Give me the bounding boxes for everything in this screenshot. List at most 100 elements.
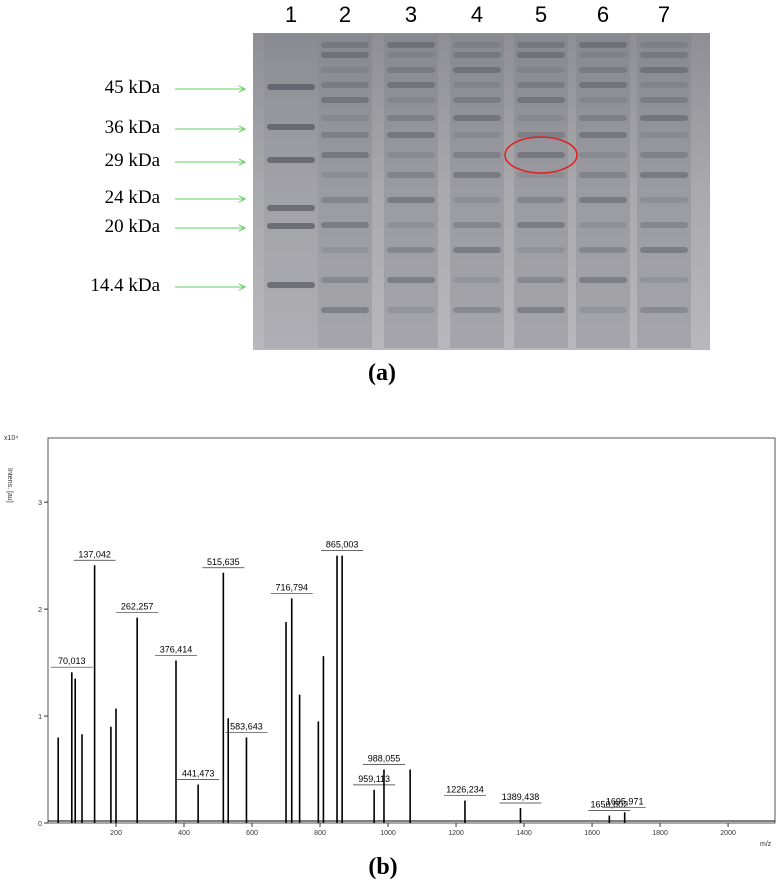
peak-label: 262,257 <box>121 602 154 612</box>
marker-arrowhead <box>238 283 247 291</box>
gel-band <box>579 115 627 121</box>
x-tick-label: 400 <box>178 830 190 837</box>
gel-band <box>640 277 688 283</box>
gel-band <box>321 277 369 283</box>
gel-band <box>579 67 627 73</box>
gel-band <box>640 132 688 138</box>
gel-band <box>517 97 565 103</box>
gel-band <box>453 197 501 203</box>
lane-label: 2 <box>339 2 351 27</box>
gel-panel <box>253 33 710 350</box>
gel-band <box>517 277 565 283</box>
y-tick-label: 3 <box>38 500 42 507</box>
gel-band <box>517 52 565 58</box>
gel-band <box>453 82 501 88</box>
marker-label: 24 kDa <box>105 187 161 208</box>
peak-label: 441,473 <box>182 769 215 779</box>
y-axis-label: Intens. [au] <box>6 468 13 503</box>
x-axis-label: m/z <box>760 841 772 848</box>
gel-band <box>579 132 627 138</box>
gel-lane <box>576 35 630 348</box>
gel-band <box>640 97 688 103</box>
gel-band <box>453 307 501 313</box>
gel-band <box>321 97 369 103</box>
gel-band <box>453 42 501 48</box>
gel-band <box>387 277 435 283</box>
gel-band <box>517 172 565 178</box>
gel-band <box>453 172 501 178</box>
lane-label: 4 <box>471 2 483 27</box>
x-tick-label: 200 <box>110 830 122 837</box>
gel-band <box>453 277 501 283</box>
gel-band <box>267 282 315 288</box>
peak-label: 583,643 <box>230 721 263 731</box>
gel-band <box>387 247 435 253</box>
marker-arrowhead <box>238 158 247 166</box>
gel-band <box>517 222 565 228</box>
gel-band <box>387 152 435 158</box>
gel-band <box>579 197 627 203</box>
x-tick-label: 1400 <box>516 830 532 837</box>
peak-label: 1695,971 <box>606 796 644 806</box>
gel-lane <box>384 35 438 348</box>
gel-band <box>321 115 369 121</box>
lane-label: 7 <box>658 2 670 27</box>
y-tick-label: 2 <box>38 607 42 614</box>
marker-arrowhead <box>238 85 247 93</box>
x-tick-label: 1000 <box>380 830 396 837</box>
gel-band <box>267 124 315 130</box>
y-tick-label: 0 <box>38 821 42 828</box>
gel-band <box>387 132 435 138</box>
gel-band <box>321 307 369 313</box>
gel-band <box>517 197 565 203</box>
gel-band <box>453 52 501 58</box>
gel-band <box>387 222 435 228</box>
caption-b: (b) <box>368 854 397 880</box>
peak-label: 1650,802 <box>591 800 629 810</box>
gel-band <box>453 97 501 103</box>
peak-label: 716,794 <box>275 582 308 592</box>
marker-label: 45 kDa <box>105 77 161 98</box>
gel-band <box>517 152 565 158</box>
gel-band <box>453 132 501 138</box>
peak-label: 865,003 <box>326 540 359 550</box>
gel-band <box>321 82 369 88</box>
peak-label: 988,055 <box>368 754 401 764</box>
gel-band <box>321 152 369 158</box>
marker-label: 36 kDa <box>105 117 161 138</box>
x-tick-label: 600 <box>246 830 258 837</box>
gel-band <box>387 172 435 178</box>
peak-label: 1226,234 <box>446 785 484 795</box>
gel-band <box>387 115 435 121</box>
gel-band <box>579 222 627 228</box>
gel-lane <box>264 35 318 348</box>
marker-arrowhead <box>238 224 247 232</box>
gel-lane <box>318 35 372 348</box>
gel-band <box>453 222 501 228</box>
gel-band <box>321 247 369 253</box>
gel-band <box>579 247 627 253</box>
gel-band <box>640 307 688 313</box>
gel-band <box>453 115 501 121</box>
gel-band <box>267 205 315 211</box>
gel-band <box>579 307 627 313</box>
gel-band <box>321 42 369 48</box>
gel-band <box>321 52 369 58</box>
gel-band <box>387 197 435 203</box>
peak-label: 70,013 <box>58 656 86 666</box>
gel-band <box>579 172 627 178</box>
marker-arrowhead <box>238 125 247 133</box>
lane-label: 5 <box>535 2 547 27</box>
x-tick-label: 800 <box>314 830 326 837</box>
gel-band <box>579 97 627 103</box>
gel-band <box>640 67 688 73</box>
gel-band <box>321 67 369 73</box>
gel-band <box>517 42 565 48</box>
spectrum-panel <box>47 437 776 824</box>
peak-label: 959,113 <box>358 774 390 784</box>
gel-band <box>640 115 688 121</box>
gel-band <box>640 222 688 228</box>
gel-band <box>267 157 315 163</box>
gel-band <box>517 307 565 313</box>
